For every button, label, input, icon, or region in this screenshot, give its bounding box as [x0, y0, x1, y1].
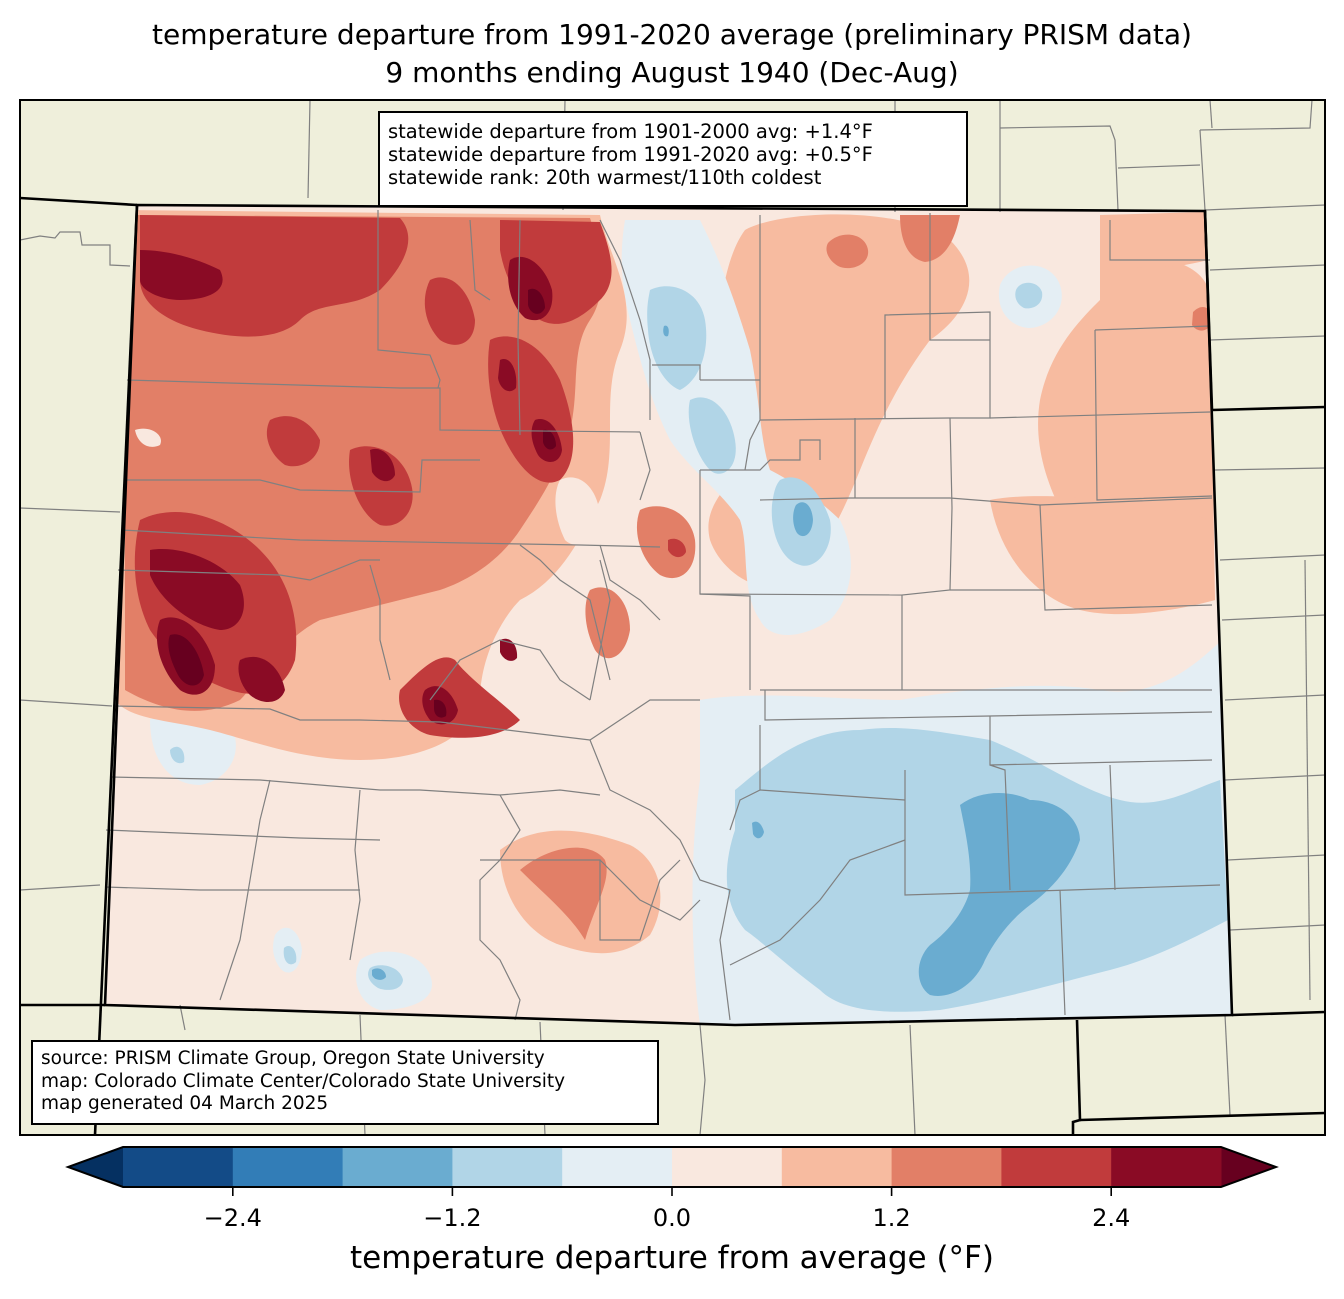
credit-line-map: map: Colorado Climate Center/Colorado St…	[41, 1070, 566, 1092]
colorbar-segment	[672, 1147, 783, 1187]
colorbar-tick-label: 2.4	[1092, 1204, 1131, 1232]
credits-box: source: PRISM Climate Group, Oregon Stat…	[31, 1040, 659, 1125]
colorbar-segment	[232, 1147, 344, 1187]
colorbar-segment	[342, 1147, 453, 1187]
chart-title-line1: temperature departure from 1991-2020 ave…	[152, 18, 1192, 51]
colorbar-segment	[1111, 1147, 1222, 1187]
colorbar-tick-label: 1.2	[872, 1204, 911, 1232]
colorbar-segment	[452, 1147, 563, 1187]
colorbar-label: temperature departure from average (°F)	[350, 1240, 994, 1276]
contour-northwest-core	[140, 250, 223, 300]
stats-line-3: statewide rank: 20th warmest/110th colde…	[388, 166, 822, 189]
statewide-stats-box: statewide departure from 1901-2000 avg: …	[378, 111, 968, 207]
county-borders	[20, 100, 1325, 1135]
colorbar-under-extension	[68, 1147, 123, 1187]
colorbar-tick-label: −1.2	[423, 1204, 482, 1232]
temperature-contours	[105, 205, 1232, 1025]
map-frame	[19, 99, 1326, 1136]
stats-line-2: statewide departure from 1991-2020 avg: …	[388, 143, 873, 166]
chart-title-line2: 9 months ending August 1940 (Dec-Aug)	[385, 56, 959, 89]
credit-line-generated: map generated 04 March 2025	[41, 1093, 329, 1114]
colorbar-segment	[123, 1147, 234, 1187]
colorbar-over-extension	[1221, 1147, 1276, 1187]
state-borders	[20, 196, 1325, 1135]
contour-ne-strip	[1100, 212, 1208, 268]
contour-southeast-deep	[918, 793, 1080, 996]
colorbar	[65, 1146, 1279, 1196]
credit-line-source: source: PRISM Climate Group, Oregon Stat…	[41, 1048, 545, 1069]
colorbar-segment	[562, 1147, 673, 1187]
colorbar-tick-label: −2.4	[203, 1204, 262, 1232]
contour-west-core	[150, 549, 244, 630]
colorbar-segment	[891, 1147, 1002, 1187]
colorbar-segment	[1001, 1147, 1112, 1187]
colorado-border	[103, 203, 1234, 1027]
stats-line-1: statewide departure from 1901-2000 avg: …	[388, 120, 873, 143]
colorbar-tick-label: 0.0	[652, 1204, 692, 1232]
contour-northwest-hot	[140, 215, 409, 337]
colorbar-segment	[781, 1147, 893, 1187]
contour-east-mid-warm	[990, 496, 1215, 615]
colorbar-outline	[65, 1146, 1279, 1188]
